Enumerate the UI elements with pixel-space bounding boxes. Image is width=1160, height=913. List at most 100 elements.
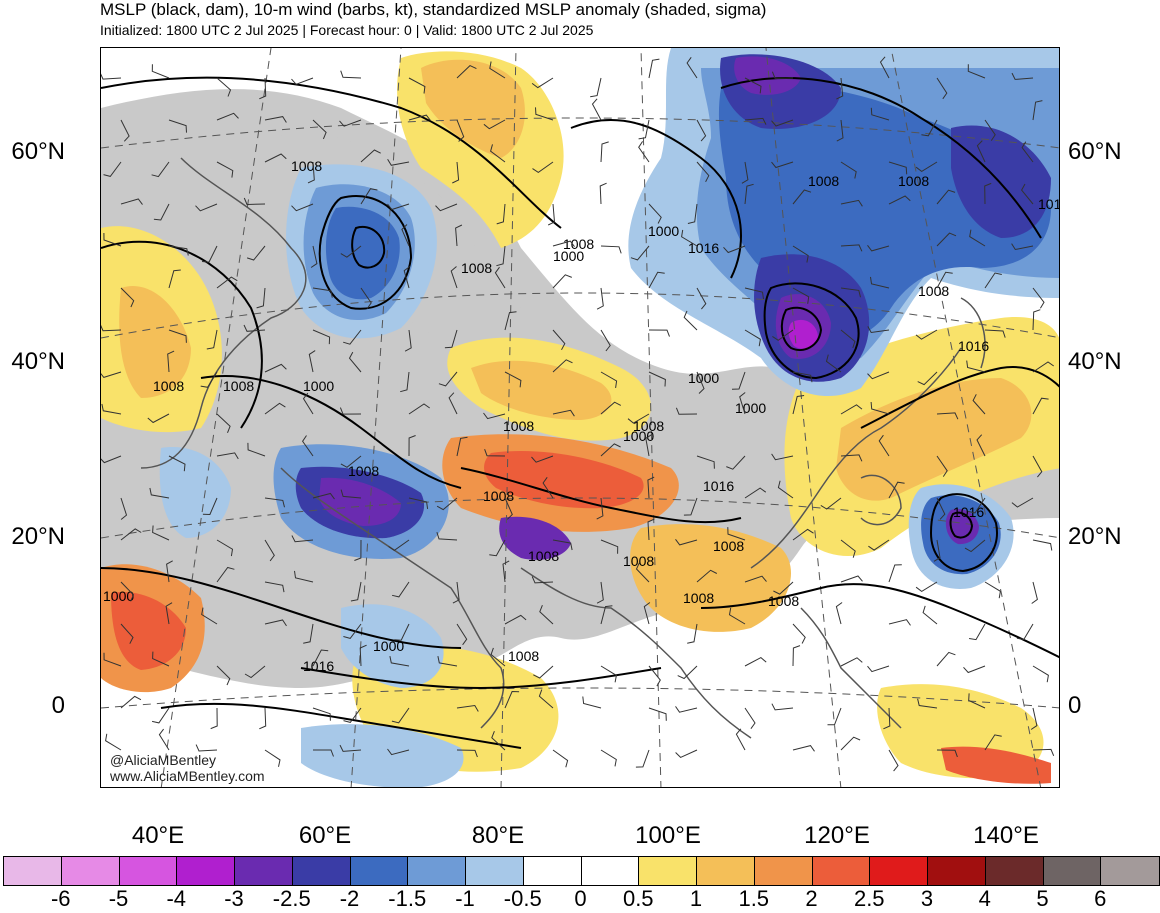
wind-barb [531, 455, 554, 463]
wind-barb [339, 744, 362, 752]
wind-barb [200, 371, 218, 388]
wind-barb [264, 581, 285, 593]
wind-barb [883, 707, 891, 730]
wind-barb [867, 245, 890, 252]
wind-barb [936, 497, 946, 520]
isobar-label: 1008 [461, 260, 492, 276]
colorbar-cell [928, 857, 986, 885]
wind-barb [168, 269, 181, 289]
colorbar-tick-label: 0 [574, 886, 587, 911]
wind-barb [741, 161, 749, 184]
wind-barb [917, 371, 938, 386]
wind-barb [408, 435, 416, 457]
wind-barb [152, 525, 170, 541]
wind-barb [936, 412, 959, 420]
colorbar-cell [292, 857, 351, 885]
wind-barb [647, 476, 655, 499]
wind-barb [105, 733, 122, 751]
wind-barb [1032, 361, 1054, 373]
shade-neg-west-strong [325, 206, 400, 300]
wind-barb [744, 656, 767, 667]
wind-barb [216, 665, 231, 686]
wind-barb [436, 497, 458, 511]
colorbar-cell [466, 857, 524, 885]
wind-barb [635, 749, 650, 768]
wind-barb [840, 244, 863, 252]
wind-barb [216, 112, 239, 121]
wind-barb [391, 707, 410, 724]
wind-barb [101, 73, 122, 80]
wind-barb [359, 644, 367, 667]
wind-barb [552, 274, 572, 289]
wind-barb [976, 140, 986, 163]
wind-barb [401, 224, 410, 247]
wind-barb [984, 581, 1001, 599]
wind-barb [504, 371, 522, 388]
wind-barb [888, 481, 905, 499]
wind-barb [933, 539, 941, 562]
wind-barbs [101, 56, 1055, 772]
wind-barb [771, 119, 794, 127]
wind-barb [683, 310, 698, 331]
isobar-label: 1008 [633, 418, 664, 434]
wind-barb [216, 452, 239, 460]
wind-barb [648, 707, 667, 721]
credit-website: www.AliciaMBentley.com [110, 768, 265, 784]
wind-barb [627, 413, 650, 424]
wind-barb [343, 623, 362, 639]
wind-barb [936, 749, 958, 758]
wind-barb [360, 149, 381, 163]
wind-barb [600, 443, 621, 457]
wind-barb [340, 455, 362, 468]
wind-barb [120, 695, 142, 709]
wind-barb [120, 198, 143, 205]
wind-barb [868, 539, 890, 551]
wind-barb [312, 492, 335, 500]
colorbar-tick-label: -3 [224, 886, 244, 911]
wind-barb [532, 161, 554, 174]
wind-barb [936, 232, 957, 247]
wind-barb [968, 693, 986, 709]
wind-barb [547, 203, 556, 226]
colorbar-tick-label: 2.5 [853, 886, 885, 911]
shade-neg-africa [159, 447, 231, 538]
wind-barb [1011, 497, 1034, 508]
wind-barb [264, 116, 287, 123]
isobar-label: 1000 [553, 248, 584, 264]
wind-barb [438, 371, 458, 387]
wind-barb [456, 436, 468, 457]
wind-barb [343, 707, 362, 723]
wind-barb [1030, 707, 1038, 730]
colorbar-tick-label: 0.5 [622, 886, 654, 911]
wind-barb [310, 245, 318, 268]
isobar-labels: 1008100810081000100010001000100810161016… [103, 158, 1059, 674]
wind-barb [726, 455, 746, 470]
lat-label-0-right: 0 [1068, 692, 1082, 719]
lon-label-60e: 60°E [298, 822, 352, 849]
wind-barb [771, 453, 794, 461]
wind-barb [149, 487, 170, 499]
wind-barb [792, 745, 815, 752]
wind-barb [389, 655, 410, 667]
wind-barb [744, 487, 767, 499]
wind-barb [777, 480, 794, 499]
wind-barb [552, 749, 569, 768]
wind-barb [630, 245, 650, 261]
wind-barb [840, 736, 861, 751]
wind-barb [936, 271, 953, 289]
wind-barb [387, 203, 410, 211]
colorbar-cell [4, 857, 62, 885]
wind-barb [552, 409, 575, 417]
wind-barb [648, 271, 665, 289]
coastlines [140, 157, 986, 739]
wind-barb [723, 245, 746, 254]
wind-barb [244, 665, 266, 679]
wind-barb [340, 489, 362, 499]
wind-barb [387, 748, 410, 756]
shade-pos-central-core [471, 360, 612, 420]
colorbar-tick-label: -2.5 [272, 886, 311, 911]
wind-barb [922, 605, 938, 625]
wind-barb [264, 363, 287, 373]
wind-barb [984, 272, 1002, 289]
wind-barb [168, 245, 189, 256]
